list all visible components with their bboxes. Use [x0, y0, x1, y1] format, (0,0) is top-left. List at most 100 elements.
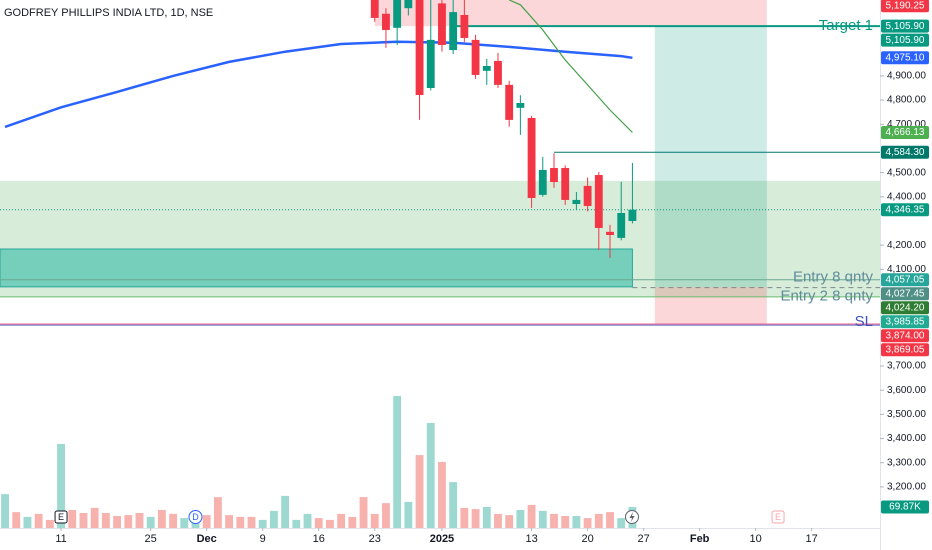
candle-body — [382, 13, 390, 30]
event-label: D — [192, 512, 199, 522]
price-label — [881, 273, 929, 287]
y-tick-label: 3,200.00 — [887, 482, 926, 493]
x-tick-label: 10 — [750, 533, 762, 545]
volume-bar — [583, 518, 592, 528]
volume-bar — [606, 512, 614, 528]
volume-bar — [113, 516, 121, 528]
price-label-text: 4,666.13 — [886, 127, 925, 138]
price-label — [881, 33, 929, 47]
y-tick-label: 3,400.00 — [887, 433, 926, 444]
volume-bar — [314, 518, 323, 528]
candle-body — [516, 102, 525, 108]
volume-bar — [438, 462, 446, 528]
x-tick-label: 9 — [260, 533, 266, 545]
candle-body — [628, 209, 637, 221]
candle-body — [415, 0, 424, 96]
price-label-text: 4,057.05 — [886, 274, 925, 285]
volume-bar — [370, 513, 379, 528]
price-label — [881, 343, 929, 357]
price-label-text: 4,027.45 — [886, 288, 925, 299]
moving-average — [508, 0, 633, 133]
y-tick-label: 4,200.00 — [887, 240, 926, 251]
volume-bar — [326, 519, 334, 528]
x-tick-label: 2025 — [430, 533, 454, 545]
x-tick-label: Dec — [197, 533, 217, 545]
candle-body — [494, 60, 502, 85]
volume-bar — [415, 455, 424, 528]
x-tick-label: 23 — [369, 533, 381, 545]
volume-bar — [101, 513, 110, 528]
candle-body — [550, 168, 558, 183]
volume-bar — [12, 512, 21, 528]
line-label: Target 1 — [819, 17, 873, 34]
x-tick-label: 25 — [145, 533, 157, 545]
event-marker — [188, 510, 203, 524]
volume-bar — [494, 513, 502, 528]
line-label: Entry 2 8 qnty — [780, 288, 873, 305]
candle-body — [538, 169, 547, 195]
y-tick-label: 3,700.00 — [887, 361, 926, 372]
price-label-text: 4,584.30 — [886, 147, 925, 158]
price-label — [881, 125, 929, 139]
candle-body — [449, 12, 458, 51]
y-tick-label: 4,100.00 — [887, 264, 926, 275]
position-profit — [654, 26, 767, 287]
price-label — [881, 203, 929, 217]
volume-bar — [359, 497, 368, 528]
y-tick-label: 3,500.00 — [887, 409, 926, 420]
volume-label — [881, 500, 929, 514]
candle-body — [572, 199, 581, 205]
y-tick-label: 3,600.00 — [887, 385, 926, 396]
price-label — [881, 287, 929, 301]
chart-title: GODFREY PHILLIPS INDIA LTD, 1D, NSE — [4, 7, 213, 19]
price-label-text: 5,190.25 — [886, 0, 925, 11]
price-label — [881, 315, 929, 329]
volume-bar — [269, 510, 278, 528]
volume-bar — [180, 518, 189, 528]
volume-bar — [404, 501, 413, 528]
candle-body — [370, 0, 379, 18]
y-tick-label: 4,400.00 — [887, 191, 926, 202]
volume-bar — [146, 516, 155, 528]
price-label — [881, 301, 929, 315]
volume-bar — [348, 516, 357, 528]
volume-bar — [538, 510, 547, 528]
volume-bar — [505, 515, 514, 528]
price-label-text: 3,869.05 — [886, 344, 925, 355]
volume-bar — [68, 510, 77, 528]
volume-bar — [135, 513, 144, 528]
zone — [374, 0, 767, 27]
volume-bar — [516, 510, 525, 528]
x-tick-label: 20 — [581, 533, 593, 545]
candle-body — [426, 39, 435, 88]
volume-bar — [594, 513, 603, 528]
price-label-text: 5,105.90 — [886, 35, 925, 46]
volume-bar — [460, 507, 469, 528]
event-label: E — [775, 512, 781, 522]
y-tick-label: 4,900.00 — [887, 71, 926, 82]
volume-bar — [337, 513, 346, 528]
volume-bar — [527, 504, 536, 528]
volume-bar — [303, 513, 312, 528]
volume-bar — [258, 519, 267, 528]
volume-bar — [617, 518, 626, 528]
price-label — [881, 329, 929, 343]
volume-bar — [471, 509, 480, 528]
volume-bar — [236, 516, 245, 528]
candle-body — [527, 117, 536, 198]
line-label: SL — [855, 313, 873, 330]
x-tick-label: 16 — [313, 533, 325, 545]
price-label — [881, 145, 929, 159]
price-label — [881, 19, 929, 33]
x-tick-label: 13 — [525, 533, 537, 545]
volume-bar — [281, 495, 290, 528]
volume-bar — [213, 497, 222, 528]
line-label: Entry 8 qnty — [793, 269, 874, 286]
volume-bar — [34, 513, 43, 528]
volume-bar — [382, 503, 390, 528]
candle-body — [594, 175, 603, 228]
volume-bar — [124, 515, 133, 528]
axes: 3,200.00 3,300.00 3,400.00 3,500.00 3,600.00… — [55, 0, 929, 545]
volume-bar — [45, 519, 54, 528]
